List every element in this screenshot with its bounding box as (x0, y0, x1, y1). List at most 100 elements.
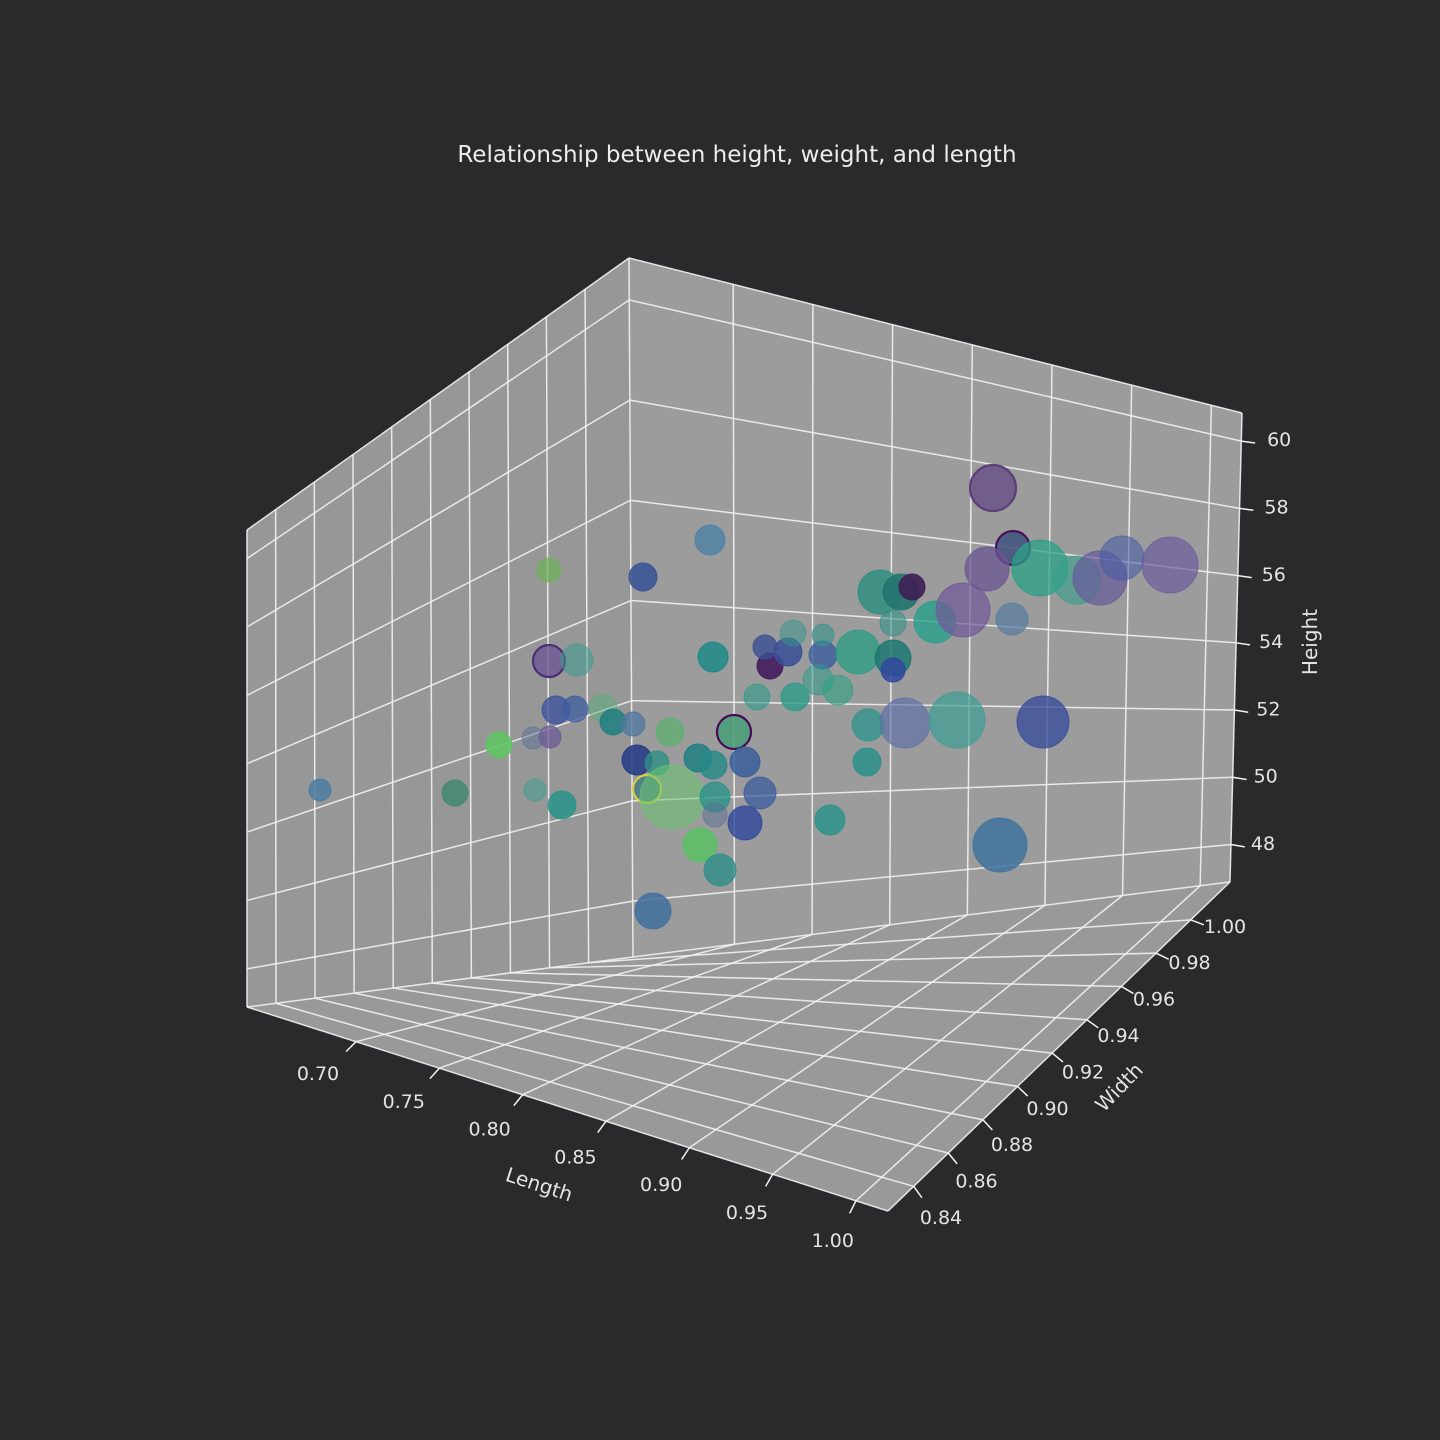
scatter-point (811, 623, 835, 647)
width-gridline (313, 482, 316, 999)
height-tick (1234, 709, 1249, 713)
scatter-point (547, 790, 577, 820)
length-tick (681, 1147, 690, 1160)
width-gridline (545, 316, 551, 968)
scatter-point (485, 731, 513, 759)
scatter-points (308, 463, 1199, 930)
length-tick (848, 1200, 857, 1214)
height-tick-label: 48 (1251, 833, 1275, 855)
pane-floor (247, 882, 1230, 1211)
scatter-point (779, 619, 807, 647)
scatter-point (852, 747, 882, 777)
height-gridline (246, 499, 631, 697)
width-gridline (429, 399, 434, 984)
scatter-point (814, 804, 846, 836)
scatter-point (752, 634, 778, 660)
scatter-point (1099, 535, 1145, 581)
width-tick-label: 0.92 (1062, 1061, 1104, 1083)
scatter-point (964, 546, 1010, 592)
scatter-point (531, 643, 567, 679)
pane-edge (628, 257, 634, 958)
height-tick (1236, 642, 1251, 646)
length-gridline (688, 904, 1046, 1149)
length-gridline (1044, 364, 1053, 906)
scatter-point (972, 817, 1028, 873)
height-tick (1239, 507, 1254, 512)
scatter-point (634, 892, 672, 930)
height-tick (1241, 440, 1256, 444)
width-gridline (353, 992, 984, 1121)
width-tick-label: 0.94 (1097, 1025, 1139, 1047)
width-gridline (471, 977, 1087, 1021)
height-gridline (632, 776, 1233, 802)
length-gridline (605, 914, 968, 1122)
scatter-point (697, 641, 729, 673)
width-gridline (393, 987, 1018, 1088)
width-tick (1155, 952, 1169, 960)
scatter-point (727, 805, 763, 841)
scatter-point (743, 683, 771, 711)
width-tick-label: 0.86 (955, 1171, 997, 1193)
scatter-point (560, 643, 594, 677)
length-tick-label: 0.75 (383, 1091, 425, 1113)
scatter-point (441, 779, 469, 807)
width-tick (1121, 985, 1134, 995)
length-tick (345, 1041, 357, 1053)
width-tick (982, 1119, 993, 1131)
height-tick (1237, 574, 1252, 579)
width-gridline (588, 919, 1191, 964)
length-tick (597, 1120, 607, 1134)
height-gridline (629, 299, 1242, 442)
length-gridline (1199, 405, 1213, 886)
width-gridline (352, 454, 355, 994)
chart-title: Relationship between height, weight, and… (457, 142, 1016, 168)
width-gridline (432, 982, 1053, 1054)
width-gridline (314, 997, 949, 1154)
length-gridline (855, 885, 1201, 1202)
scatter-point (655, 717, 685, 747)
length-tick-label: 0.90 (640, 1174, 682, 1196)
height-tick-label: 52 (1256, 698, 1280, 720)
scatter-point (743, 776, 777, 810)
pane-edge (246, 257, 630, 531)
scatter-point (1016, 695, 1070, 749)
width-tick-label: 0.88 (991, 1134, 1033, 1156)
height-tick-label: 56 (1262, 564, 1286, 586)
pane-edge (246, 1006, 889, 1212)
scatter-point (703, 853, 737, 887)
width-tick-label: 0.90 (1026, 1098, 1068, 1120)
width-tick (1086, 1019, 1099, 1029)
scatter-point (698, 750, 728, 780)
scatter-point (928, 691, 986, 749)
z-axis-label: Height (1298, 609, 1322, 675)
height-tick-label: 54 (1259, 631, 1283, 653)
height-gridline (632, 843, 1232, 902)
width-tick (1051, 1052, 1064, 1063)
length-gridline (811, 304, 814, 935)
scatter-point (851, 708, 885, 742)
length-tick-label: 1.00 (812, 1230, 854, 1252)
scatter-point (620, 711, 646, 737)
width-gridline (275, 1002, 914, 1188)
height-gridline (246, 299, 630, 560)
scatter-point (639, 764, 705, 830)
height-tick-label: 50 (1254, 766, 1278, 788)
scatter-point (968, 463, 1018, 513)
width-gridline (510, 972, 1122, 988)
scatter-point (308, 778, 332, 802)
scatter-point (935, 582, 991, 638)
width-gridline (390, 426, 394, 989)
length-tick (765, 1173, 774, 1187)
scatter-point (780, 682, 810, 712)
scatter-point (898, 573, 926, 601)
length-tick-label: 0.95 (726, 1202, 768, 1224)
width-gridline (506, 344, 512, 973)
scatter-point (1141, 536, 1199, 594)
length-gridline (522, 924, 891, 1096)
pane-edge (628, 257, 1243, 414)
width-tick (1017, 1085, 1029, 1097)
pane-edge (632, 881, 1231, 958)
length-tick-label: 0.70 (297, 1063, 339, 1085)
height-gridline (246, 599, 632, 765)
